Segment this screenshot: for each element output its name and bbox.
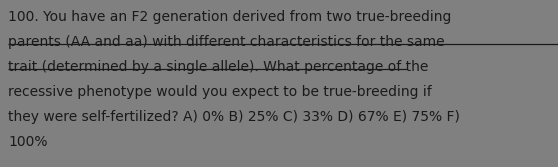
Text: trait (determined by a single allele). What percentage of the: trait (determined by a single allele). W… (8, 60, 429, 74)
Text: recessive phenotype would you expect to be true-breeding if: recessive phenotype would you expect to … (8, 85, 432, 99)
Text: they were self-fertilized? A) 0% B) 25% C) 33% D) 67% E) 75% F): they were self-fertilized? A) 0% B) 25% … (8, 110, 460, 124)
Text: 100%: 100% (8, 135, 47, 149)
Text: parents (AA and aa) with different characteristics for the same: parents (AA and aa) with different chara… (8, 35, 445, 49)
Text: 100. You have an F2 generation derived from two true-breeding: 100. You have an F2 generation derived f… (8, 10, 451, 24)
